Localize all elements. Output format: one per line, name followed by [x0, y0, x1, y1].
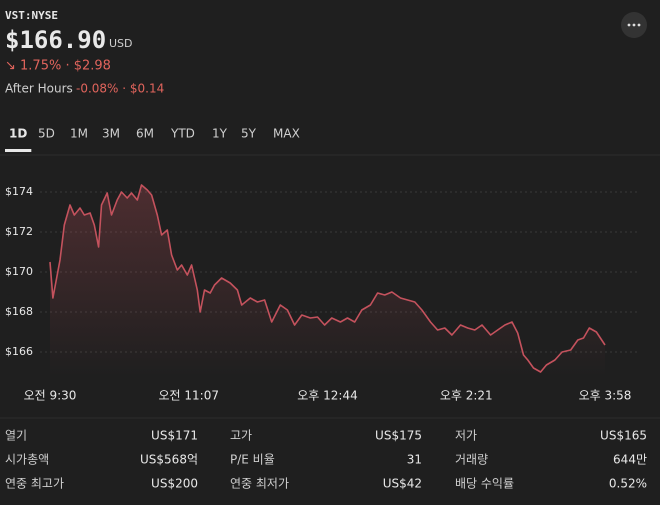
price: $166.90: [5, 26, 106, 54]
dot: [637, 23, 641, 27]
tab[interactable]: MAX: [273, 127, 300, 141]
stat-value: 0.52%: [609, 477, 647, 491]
stat-label: 연중 최고가: [5, 477, 64, 491]
stat-label: 저가: [455, 429, 477, 443]
stat-value: 644만: [613, 453, 647, 467]
x-tick-label: 오후 3:58: [579, 389, 632, 403]
stat-value: US$175: [375, 429, 422, 443]
tab-underline: [5, 149, 32, 152]
stat-label: P/E 비율: [230, 453, 275, 467]
stat-label: 고가: [230, 429, 252, 443]
stat-label: 거래량: [455, 453, 488, 467]
stat-label: 배당 수익률: [455, 477, 514, 491]
tab[interactable]: 5D: [38, 127, 55, 141]
x-tick-label: 오전 9:30: [24, 389, 77, 403]
price-line: [49, 184, 606, 373]
x-tick-label: 오후 12:44: [297, 389, 357, 403]
stat-value: US$568억: [140, 453, 198, 467]
y-tick-label: $174: [5, 185, 33, 198]
tab[interactable]: 3M: [102, 127, 120, 141]
y-tick-label: $168: [5, 305, 33, 318]
stat-label: 열기: [5, 429, 27, 443]
tab[interactable]: 5Y: [241, 127, 257, 141]
stat-label: 연중 최저가: [230, 477, 289, 491]
tab[interactable]: 6M: [136, 127, 154, 141]
stat-label: 시가총액: [5, 453, 49, 467]
stat-value: US$165: [600, 429, 647, 443]
tab[interactable]: 1D: [9, 127, 27, 141]
change: ↘ 1.75% · $2.98: [5, 59, 111, 74]
currency: USD: [109, 37, 133, 50]
stat-value: 31: [407, 453, 422, 467]
stat-value: US$200: [151, 477, 198, 491]
tab[interactable]: YTD: [170, 127, 195, 141]
dot: [627, 23, 631, 27]
y-tick-label: $170: [5, 265, 33, 278]
stat-value: US$42: [383, 477, 422, 491]
after-hours-change: -0.08% · $0.14: [76, 82, 164, 96]
ticker: VST:NYSE: [5, 9, 58, 22]
tab[interactable]: 1M: [70, 127, 88, 141]
stat-value: US$171: [151, 429, 198, 443]
after-hours-label: After Hours: [5, 82, 73, 96]
tab[interactable]: 1Y: [212, 127, 228, 141]
x-tick-label: 오전 11:07: [159, 389, 219, 403]
x-tick-label: 오후 2:21: [440, 389, 493, 403]
y-tick-label: $166: [5, 345, 33, 358]
dot: [632, 23, 636, 27]
y-tick-label: $172: [5, 225, 33, 238]
